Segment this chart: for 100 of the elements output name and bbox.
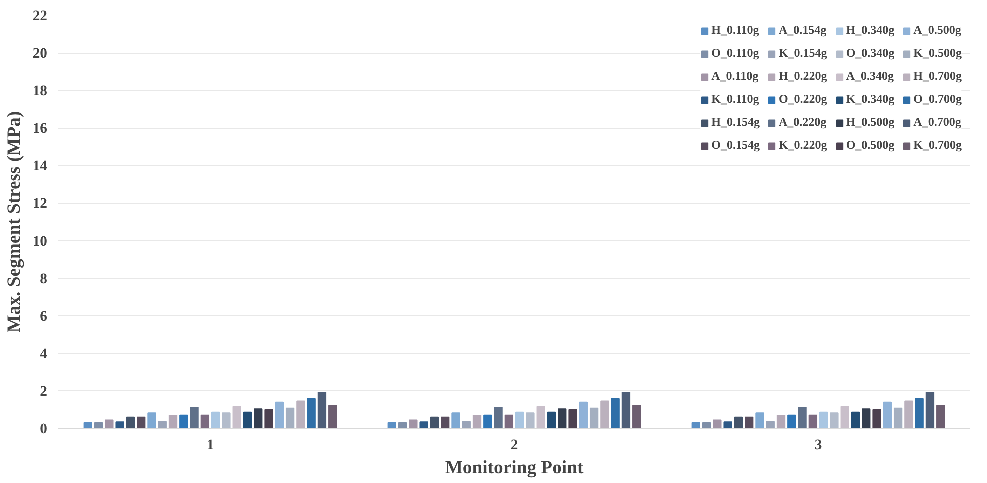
legend-label: H_0.110g — [712, 23, 760, 38]
legend-label: O_0.500g — [846, 138, 895, 153]
bar — [724, 422, 732, 428]
bar — [254, 408, 263, 428]
bar — [547, 412, 556, 428]
bar — [494, 406, 503, 428]
legend-label: K_0.110g — [712, 92, 760, 107]
bar — [590, 408, 599, 428]
x-tick-label: 2 — [510, 438, 518, 454]
bar — [883, 402, 892, 428]
bar — [116, 422, 124, 428]
y-tick-label: 22 — [32, 8, 48, 24]
legend-label: A_0.700g — [914, 115, 962, 130]
bar — [462, 421, 471, 428]
legend-label: O_0.220g — [778, 92, 828, 107]
bar — [137, 416, 146, 428]
bar — [105, 420, 114, 428]
legend-label: A_0.220g — [778, 115, 827, 130]
bar — [632, 405, 642, 428]
legend-label: K_0.154g — [778, 46, 828, 61]
bar — [190, 406, 199, 428]
y-tick-label: 0 — [40, 422, 48, 438]
bar — [808, 414, 818, 428]
bar — [536, 406, 546, 428]
y-tick-label: 2 — [40, 384, 48, 400]
legend-label: O_0.340g — [846, 46, 895, 61]
bar — [328, 405, 338, 428]
y-axis-title: Max. Segment Stress (MPa) — [4, 111, 25, 333]
bar — [840, 406, 850, 428]
x-axis-title: Monitoring Point — [445, 458, 584, 478]
bar — [484, 414, 492, 428]
bar — [211, 412, 220, 428]
bar — [200, 414, 210, 428]
bar — [515, 412, 524, 428]
legend-label: H_0.700g — [914, 69, 962, 84]
bar — [819, 412, 828, 428]
bar — [851, 412, 860, 428]
x-tick-label: 1 — [206, 438, 214, 454]
bar — [798, 406, 807, 428]
bar — [915, 398, 924, 428]
bar — [296, 400, 306, 428]
bar — [222, 412, 231, 428]
bar — [745, 416, 754, 428]
y-tick-label: 6 — [40, 308, 48, 325]
bar — [579, 402, 588, 428]
bar — [788, 414, 796, 428]
bar — [611, 398, 620, 428]
x-tick-label: 3 — [814, 438, 822, 454]
bar — [936, 405, 946, 428]
bar — [862, 408, 871, 428]
bar — [264, 409, 274, 428]
bar — [180, 414, 188, 428]
bar — [872, 409, 882, 428]
bar — [894, 408, 903, 428]
y-tick-label: 4 — [40, 346, 48, 362]
bar — [526, 412, 535, 428]
bar — [756, 412, 764, 428]
legend-label: H_0.340g — [846, 23, 895, 38]
bar — [734, 416, 744, 428]
bar — [409, 420, 418, 428]
bar — [420, 422, 428, 428]
bar — [926, 392, 935, 428]
y-tick-label: 18 — [32, 84, 48, 100]
bar — [307, 398, 316, 428]
legend-label: A_0.154g — [778, 23, 827, 38]
legend-label: A_0.340g — [846, 69, 894, 84]
bar — [504, 414, 514, 428]
bar — [148, 412, 156, 428]
bar — [713, 420, 722, 428]
bar — [830, 412, 839, 428]
bar — [600, 400, 610, 428]
bar — [622, 392, 631, 428]
legend-label: O_0.700g — [914, 92, 962, 107]
bar — [286, 408, 295, 428]
bar — [126, 416, 136, 428]
legend-label: H_0.220g — [778, 69, 828, 84]
bar — [243, 412, 252, 428]
bar — [158, 421, 167, 428]
y-tick-label: 12 — [32, 196, 48, 212]
y-tick-label: 8 — [40, 271, 48, 288]
legend-label: H_0.154g — [712, 115, 760, 130]
legend-label: K_0.340g — [846, 92, 895, 107]
bar — [452, 412, 460, 428]
bar — [168, 415, 178, 428]
bar — [766, 421, 775, 428]
y-tick-label: 16 — [32, 121, 48, 138]
legend-label: K_0.700g — [914, 138, 962, 153]
bar — [318, 392, 327, 428]
legend-label: K_0.500g — [914, 46, 962, 61]
bar — [558, 408, 567, 428]
bar — [275, 402, 284, 428]
bar — [904, 400, 914, 428]
bar — [232, 406, 242, 428]
legend-label: O_0.154g — [712, 138, 760, 153]
bar — [472, 415, 482, 428]
y-tick-label: 10 — [32, 234, 48, 250]
bar — [568, 409, 578, 428]
bar — [776, 415, 786, 428]
bar — [430, 416, 440, 428]
bar — [441, 416, 450, 428]
